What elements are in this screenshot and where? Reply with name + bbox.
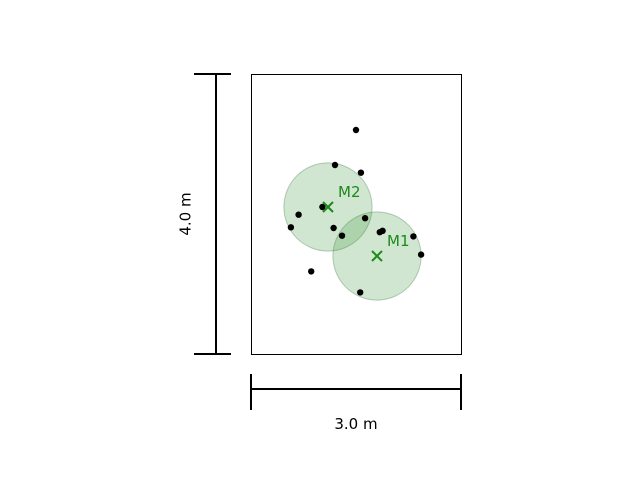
marker-label: M2 [338,183,361,201]
data-point [331,161,339,169]
data-points [287,126,425,296]
marker-m1: M1 [371,232,410,262]
data-point [357,169,365,176]
markers: M1 M2 [322,183,410,262]
data-point [330,224,337,232]
width-label: 3.0 m [334,415,377,433]
room-outline [251,74,462,355]
marker-cross-icon [371,250,383,262]
data-point [417,251,425,258]
data-point [287,224,295,231]
data-point [295,211,302,218]
height-label: 4.0 m [177,192,195,235]
data-point [361,215,369,222]
marker-m2: M2 [322,183,361,213]
data-point [357,289,364,296]
data-point [308,268,315,275]
data-point [352,126,360,134]
data-point [410,233,417,240]
marker-label: M1 [387,232,410,250]
data-point [379,227,386,234]
data-point [338,232,346,239]
marker-cross-icon [322,201,334,213]
data-point [319,203,326,211]
